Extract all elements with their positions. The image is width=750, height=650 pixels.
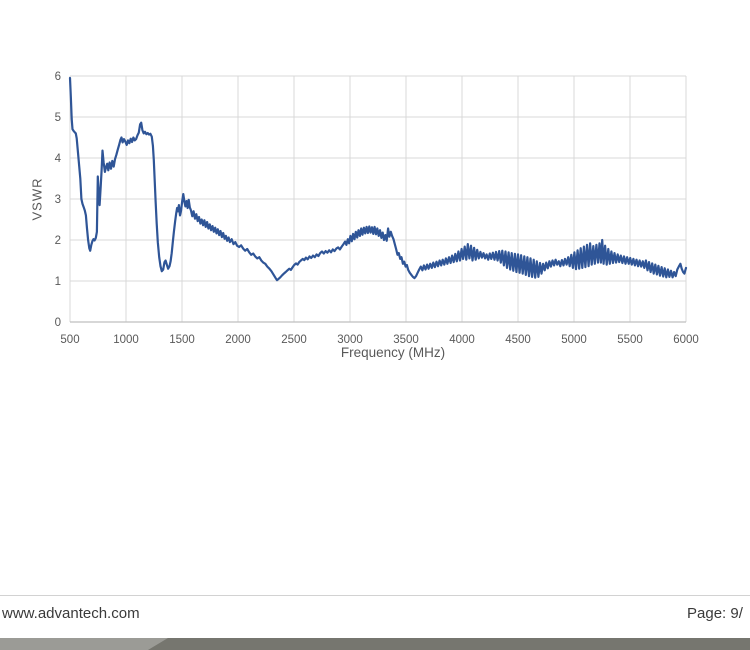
y-tick-label: 4 xyxy=(55,153,62,165)
y-tick-label: 1 xyxy=(55,276,61,288)
vswr-chart: 0 1 2 3 4 5 6 500 1000 1500 2000 2500 3000 3500 4000 45… xyxy=(55,71,699,346)
y-tick-label: 0 xyxy=(55,317,61,329)
footer-website-text: www.advantech.com xyxy=(2,605,140,622)
y-tick-label: 3 xyxy=(55,194,61,206)
x-tick-label: 2000 xyxy=(225,334,251,346)
x-tick-label: 2500 xyxy=(281,334,307,346)
x-tick-label: 6000 xyxy=(673,334,699,346)
bottom-bar-dark-segment xyxy=(0,638,750,650)
y-tick-label: 2 xyxy=(55,235,61,247)
x-tick-label: 4500 xyxy=(505,334,531,346)
x-tick-label: 500 xyxy=(60,334,79,346)
bottom-bar-light-segment xyxy=(0,638,168,650)
footer-page-number: Page: 9/ xyxy=(687,605,743,622)
x-tick-label: 3000 xyxy=(337,334,363,346)
x-tick-label: 3500 xyxy=(393,334,419,346)
vswr-curve xyxy=(68,76,688,282)
x-tick-label: 5500 xyxy=(617,334,643,346)
y-axis-title: VSWR xyxy=(29,177,45,221)
footer-divider xyxy=(0,595,750,596)
x-tick-label: 1500 xyxy=(169,334,195,346)
x-tick-label: 1000 xyxy=(113,334,139,346)
bottom-accent-bar xyxy=(0,638,750,650)
x-tick-label: 5000 xyxy=(561,334,587,346)
y-tick-label: 5 xyxy=(55,112,61,124)
x-axis-title: Frequency (MHz) xyxy=(340,345,446,360)
x-tick-label: 4000 xyxy=(449,334,475,346)
y-tick-label: 6 xyxy=(55,71,61,83)
